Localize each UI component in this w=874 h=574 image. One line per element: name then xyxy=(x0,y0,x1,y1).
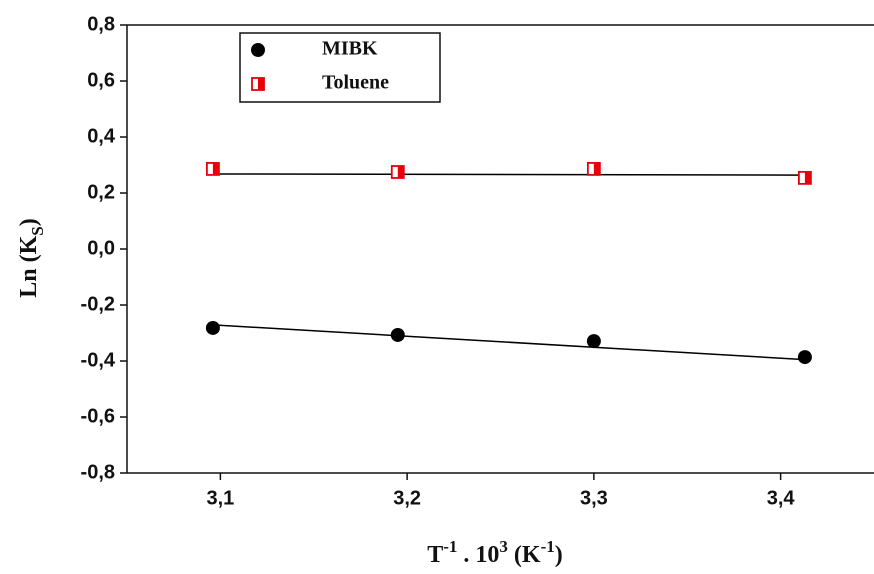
marker-half xyxy=(397,166,404,178)
y-tick-label: -0,2 xyxy=(81,293,115,315)
y-tick-label: 0,6 xyxy=(87,69,115,91)
legend-marker xyxy=(251,77,265,91)
y-label-sub: S xyxy=(28,226,47,235)
x-axis-label: T-1 . 103 (K-1) xyxy=(427,537,563,568)
point xyxy=(205,320,220,335)
x-tick-label: 3,1 xyxy=(206,487,234,509)
marker-half xyxy=(258,78,264,90)
point xyxy=(206,162,220,176)
y-axis-label: Ln (KS) xyxy=(16,218,47,297)
y-label-part: Ln (K xyxy=(16,235,42,297)
legend-label: Toluene xyxy=(322,72,389,94)
legend-label: MIBK xyxy=(322,38,378,60)
point xyxy=(798,170,812,185)
x-label-part: . 10 xyxy=(457,542,499,568)
y-tick-label: 0,8 xyxy=(87,13,115,35)
point xyxy=(390,165,405,179)
x-tick-label: 3,2 xyxy=(393,487,421,509)
y-label-part: ) xyxy=(16,218,42,226)
point xyxy=(586,162,601,176)
point xyxy=(586,334,601,349)
marker-half xyxy=(212,162,219,175)
y-tick-label: -0,6 xyxy=(81,405,115,427)
point xyxy=(390,327,405,342)
x-label-sup: 3 xyxy=(499,537,508,556)
x-tick-label: 3,3 xyxy=(580,487,608,509)
x-label-sup: -1 xyxy=(541,537,555,556)
x-label-part: T xyxy=(427,542,443,568)
marker-half xyxy=(804,171,811,184)
y-tick-label: -0,8 xyxy=(81,461,115,483)
point xyxy=(797,350,812,365)
legend-box xyxy=(239,32,441,103)
fit-line xyxy=(212,324,805,361)
fit-line xyxy=(212,173,805,176)
y-tick-label: 0,4 xyxy=(87,125,116,147)
marker-half xyxy=(593,162,600,175)
y-tick-label: 0,2 xyxy=(87,181,115,203)
y-tick-label: 0,0 xyxy=(87,237,115,259)
x-label-sup: -1 xyxy=(443,537,457,556)
x-label-part: ) xyxy=(555,542,563,568)
x-label-part: (K xyxy=(508,542,541,568)
legend-marker xyxy=(251,43,265,57)
x-tick-label: 3,4 xyxy=(767,487,796,509)
y-tick-label: -0,4 xyxy=(81,349,116,371)
